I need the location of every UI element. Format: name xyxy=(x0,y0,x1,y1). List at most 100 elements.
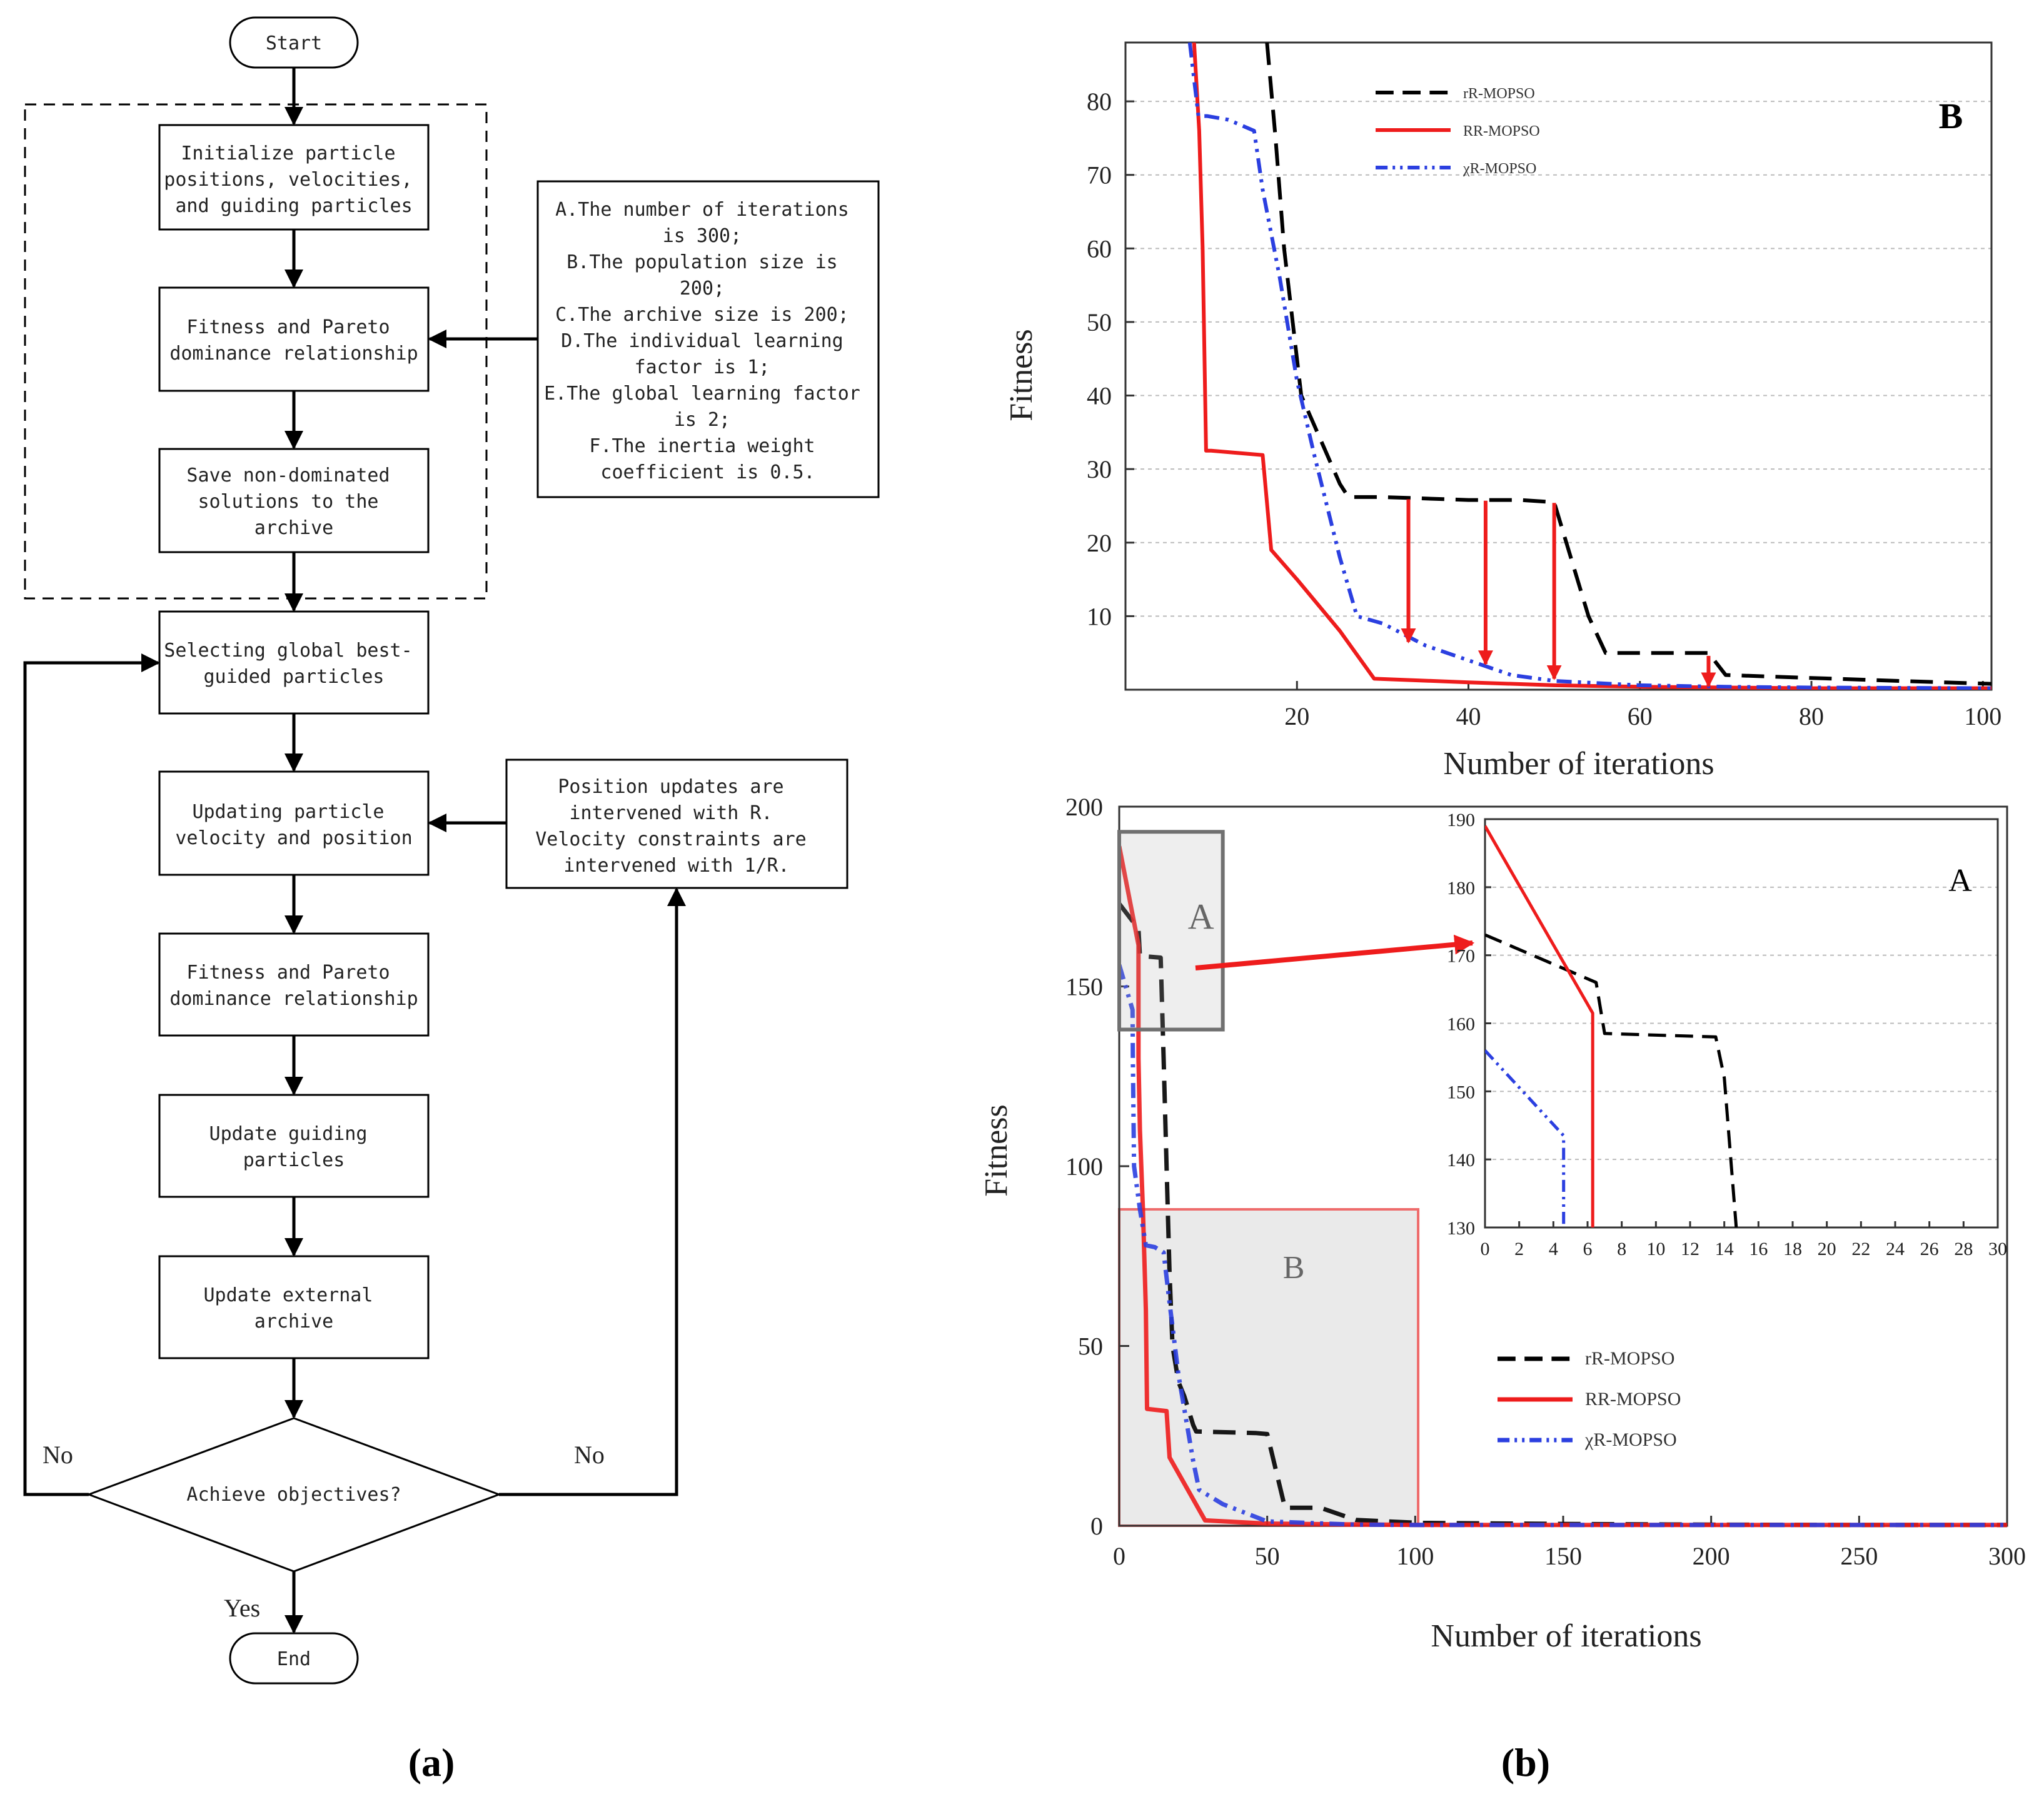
note-line: intervened with 1/R. xyxy=(563,855,789,877)
zoom-box-a xyxy=(1117,830,1225,1032)
r-note: Position updates are intervened with R. … xyxy=(505,758,848,889)
y-tick-label: 70 xyxy=(1087,161,1112,189)
svg-text:Update guiding particl: Update guiding particles xyxy=(209,1123,379,1171)
connectors xyxy=(23,68,686,1634)
x-tick-label: 12 xyxy=(1681,1239,1699,1259)
svg-text:A.The number of iterations: A.The number of iterations is 300; B.The… xyxy=(544,199,872,483)
y-tick-label: 50 xyxy=(1087,308,1112,336)
series-line-rrmopso xyxy=(1119,845,2007,1528)
legend-label: RR-MOPSO xyxy=(1585,1389,1681,1409)
x-tick-label: 4 xyxy=(1549,1239,1558,1259)
svg-text:Initialize particle po: Initialize particle positions, velocitie… xyxy=(164,143,423,217)
zoom-box-b-label: B xyxy=(1283,1250,1305,1286)
step-line: dominance relationship xyxy=(169,988,418,1010)
arrow-no-right xyxy=(499,887,686,1496)
step-line: positions, velocities, xyxy=(164,169,412,191)
chart-a-panel-label: A xyxy=(1948,863,1972,899)
y-tick-label: 150 xyxy=(1447,1082,1475,1102)
y-tick-label: 200 xyxy=(1065,793,1103,821)
x-tick-label: 28 xyxy=(1954,1239,1973,1259)
note-line: E.The global learning factor xyxy=(544,383,860,405)
step-line: Save non-dominated xyxy=(186,465,390,486)
no-right-label: No xyxy=(574,1441,605,1469)
svg-text:Save non-dominated sol: Save non-dominated solutions to the arch… xyxy=(186,465,401,539)
series-line-rrmopso xyxy=(1485,825,1594,1227)
y-tick-label: 30 xyxy=(1087,455,1112,483)
y-tick-label: 180 xyxy=(1447,878,1475,899)
x-tick-label: 30 xyxy=(1988,1239,2007,1259)
chart-b-grid xyxy=(1125,101,1991,617)
series-line-rrmopso xyxy=(1485,933,1738,1227)
chart-main-xlabel: Number of iterations xyxy=(1431,1618,1701,1654)
svg-text:Position updates are i: Position updates are intervened with R. … xyxy=(535,776,818,877)
initialization-group xyxy=(24,103,488,600)
y-tick-label: 0 xyxy=(1090,1512,1103,1540)
zoom-box-b xyxy=(1118,1208,1420,1527)
zoom-box-a-label: A xyxy=(1188,896,1214,937)
step-update-guiding: Update guiding particles xyxy=(158,1094,430,1198)
x-tick-label: 20 xyxy=(1284,702,1309,730)
note-line: 200; xyxy=(680,278,725,300)
series-line-rrmopso xyxy=(1265,43,1991,686)
chart-b-frame xyxy=(1124,41,1993,691)
svg-text:Fitness and Pareto dom: Fitness and Pareto dominance relationshi… xyxy=(169,962,418,1010)
legend-label: χR-MOPSO xyxy=(1584,1429,1677,1450)
step-line: dominance relationship xyxy=(169,343,418,365)
decision-label: Achieve objectives? xyxy=(186,1484,401,1506)
chart-b-xlabel: Number of iterations xyxy=(1443,746,1714,782)
note-line: is 300; xyxy=(663,225,742,247)
step-save-non-dominated: Save non-dominated solutions to the arch… xyxy=(158,448,430,553)
note-line: B.The population size is xyxy=(566,251,837,273)
x-tick-label: 22 xyxy=(1851,1239,1870,1259)
step-select-global-best: Selecting global best- guided particles xyxy=(158,610,430,715)
step-line: velocity and position xyxy=(175,827,412,849)
x-tick-label: 14 xyxy=(1715,1239,1734,1259)
y-tick-label: 60 xyxy=(1087,234,1112,263)
end-label: End xyxy=(277,1648,311,1670)
svg-text:Selecting global best-: Selecting global best- guided particles xyxy=(164,640,423,688)
chart-b: 20 40 60 80 100 10 20 30 40 50 60 70 80 rR-MOPSO RR-M… xyxy=(1004,41,2001,782)
step-line: Update guiding xyxy=(209,1123,368,1145)
svg-text:Update external archiv: Update external archive xyxy=(204,1284,385,1333)
x-tick-label: 10 xyxy=(1646,1239,1665,1259)
x-tick-label: 8 xyxy=(1617,1239,1626,1259)
note-line: F.The inertia weight xyxy=(589,435,815,457)
x-tick-label: 40 xyxy=(1456,702,1481,730)
x-tick-label: 100 xyxy=(1396,1542,1434,1570)
step-line: guided particles xyxy=(204,666,385,688)
step-line: Update external xyxy=(204,1284,373,1306)
x-tick-label: 150 xyxy=(1544,1542,1582,1570)
legend-label: rR-MOPSO xyxy=(1585,1348,1674,1369)
step-initialize: Initialize particle positions, velocitie… xyxy=(158,124,430,231)
step-line: Updating particle xyxy=(192,801,384,823)
y-tick-label: 170 xyxy=(1447,946,1475,967)
step-line: Initialize particle xyxy=(181,143,395,164)
chart-main-legend: rR-MOPSO RR-MOPSO χR-MOPSO xyxy=(1498,1348,1681,1450)
y-tick-label: 10 xyxy=(1087,602,1112,630)
step-fitness-pareto-2: Fitness and Pareto dominance relationshi… xyxy=(158,932,430,1037)
x-tick-label: 2 xyxy=(1514,1239,1524,1259)
series-line-rmopso xyxy=(1485,1049,1566,1227)
x-tick-label: 18 xyxy=(1783,1239,1802,1259)
series-line-rrmopso xyxy=(1192,43,1991,690)
x-tick-label: 300 xyxy=(1988,1542,2026,1570)
decision-achieve-objectives: Achieve objectives? xyxy=(86,1417,502,1573)
step-line: Fitness and Pareto xyxy=(186,962,390,984)
y-tick-label: 80 xyxy=(1087,88,1112,116)
step-update-archive: Update external archive xyxy=(158,1255,430,1359)
note-line: is 2; xyxy=(674,409,730,431)
step-line: and guiding particles xyxy=(175,195,412,217)
note-line: coefficient is 0.5. xyxy=(600,461,815,483)
step-update-velocity-position: Updating particle velocity and position xyxy=(158,770,430,876)
chart-main-ylabel: Fitness xyxy=(979,1104,1014,1196)
chart-a-inset: 0 2 4 6 8 10 12 14 16 18 20 22 24 26 28 301301401501601… xyxy=(1447,810,2007,1259)
chart-b-legend: rR-MOPSO RR-MOPSO χR-MOPSO xyxy=(1376,86,1540,177)
x-tick-label: 16 xyxy=(1749,1239,1768,1259)
step-line: particles xyxy=(243,1149,345,1171)
flowchart: Start Initialize particle positions, vel… xyxy=(23,16,880,1685)
step-fitness-pareto-1: Fitness and Pareto dominance relationshi… xyxy=(158,286,430,392)
caption-a: (a) xyxy=(408,1740,455,1785)
zoom-arrow xyxy=(1195,934,1475,970)
params-note: A.The number of iterations is 300; B.The… xyxy=(536,180,880,498)
